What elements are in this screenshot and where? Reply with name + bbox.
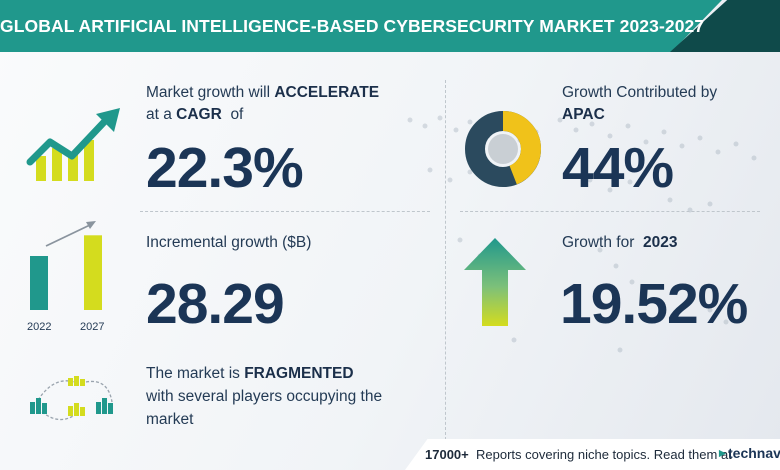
growth-2023-label: Growth for 2023: [562, 234, 678, 251]
apac-value: 44%: [562, 136, 674, 200]
bar-2022: [30, 256, 48, 310]
growth-2023-value: 19.52%: [560, 272, 748, 336]
network-buildings-icon: [30, 376, 113, 421]
up-arrow-icon: [464, 238, 526, 326]
footer-brand-link[interactable]: technav: [728, 445, 780, 461]
bar-comparison-icon: [30, 221, 102, 310]
row-divider-right: [460, 211, 760, 212]
incremental-label: Incremental growth ($B): [146, 234, 312, 251]
bar-2027: [84, 235, 102, 310]
apac-label-line2: APAC: [562, 106, 605, 123]
cagr-label-line1: Market growth will ACCELERATE: [146, 84, 380, 101]
fragmented-description: The market is FRAGMENTED with several pl…: [146, 365, 383, 428]
bar-2022-label: 2022: [27, 321, 52, 333]
row-divider-left: [140, 211, 430, 212]
cagr-label-line2: at a CAGR of: [146, 106, 244, 123]
apac-label-line1: Growth Contributed by: [562, 84, 718, 101]
column-divider: [445, 80, 446, 440]
header-banner: [0, 0, 722, 52]
growth-chart-icon: [26, 108, 120, 181]
apac-share-arc: [465, 111, 541, 187]
footer-text: 17000+ Reports covering niche topics. Re…: [425, 447, 732, 462]
donut-chart-icon: [465, 111, 541, 187]
technavio-logo-icon: [718, 449, 727, 458]
page-title: GLOBAL ARTIFICIAL INTELLIGENCE-BASED CYB…: [0, 16, 705, 36]
incremental-value: 28.29: [146, 272, 285, 336]
cagr-value: 22.3%: [146, 136, 304, 200]
bar-2027-label: 2027: [80, 321, 105, 333]
footer-bar: [405, 439, 780, 470]
